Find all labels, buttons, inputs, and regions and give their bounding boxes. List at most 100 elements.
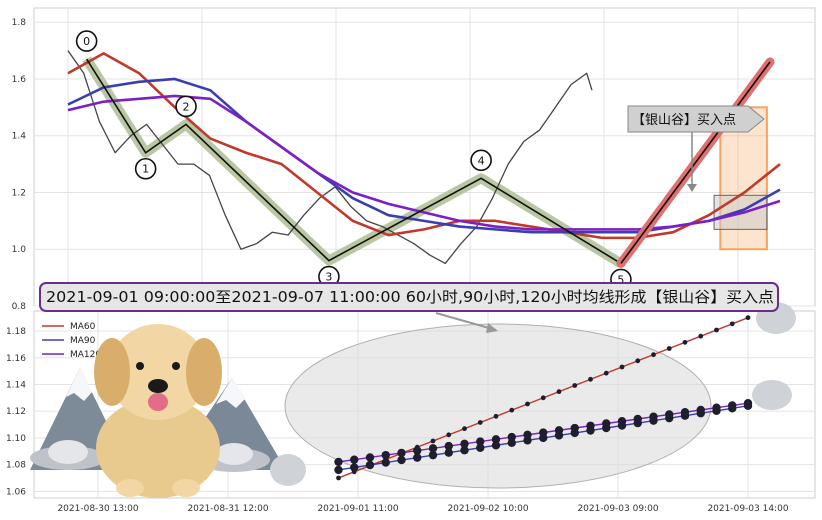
lower-series-point bbox=[462, 426, 467, 432]
wave-point-marker bbox=[175, 95, 197, 118]
uptrend-core bbox=[620, 61, 771, 264]
lower-y-tick-label: 1.16 bbox=[6, 354, 26, 364]
lower-y-tick-label: 1.06 bbox=[6, 487, 26, 497]
lower-series-point bbox=[539, 428, 548, 437]
lower-y-tick-label: 1.18 bbox=[6, 327, 26, 337]
uptrend-line bbox=[616, 57, 775, 268]
lower-series bbox=[334, 315, 753, 481]
lower-series-point bbox=[602, 419, 611, 428]
lower-series-point bbox=[682, 339, 688, 345]
upper-y-tick-label: 1.0 bbox=[12, 245, 27, 255]
wave-point-label: 4 bbox=[478, 154, 485, 167]
lower-series-point bbox=[540, 395, 546, 401]
upper-y-tick-label: 1.8 bbox=[12, 18, 27, 28]
lower-series-point bbox=[334, 465, 343, 475]
lower-y-tick-label: 1.10 bbox=[6, 434, 26, 444]
x-tick-label: 2021-08-30 13:00 bbox=[57, 504, 138, 514]
lower-series-point bbox=[696, 405, 705, 415]
banner: 2021-09-01 09:00:00至2021-09-07 11:00:00 … bbox=[39, 282, 779, 333]
lower-series-point bbox=[460, 439, 469, 449]
lower-series-point bbox=[460, 446, 469, 455]
buy-annotation: 【银山谷】买入点 bbox=[627, 105, 765, 192]
lower-series-point bbox=[603, 370, 609, 376]
upper-y-ticks: 0.8 1.0 1.2 1.4 1.6 1.8 bbox=[12, 18, 27, 312]
lower-series-point bbox=[586, 421, 595, 430]
lower-series-point bbox=[428, 444, 438, 453]
wave-point-marker bbox=[75, 30, 98, 52]
lower-series-point bbox=[666, 346, 672, 351]
buy-arrow-shape bbox=[627, 105, 765, 133]
lower-series-point bbox=[554, 426, 564, 435]
lower-chart: 1.06 1.08 1.10 1.12 1.14 1.16 1.18 2021-08-30 … bbox=[6, 302, 816, 514]
lower-series-point bbox=[743, 398, 753, 408]
upper-chart: 0.8 1.0 1.2 1.4 1.6 1.8 0 1 2 3 4 5 【银山谷】买入点 bbox=[12, 7, 816, 312]
upper-y-tick-label: 1.4 bbox=[12, 132, 27, 142]
lower-series-point bbox=[397, 455, 406, 465]
upper-series bbox=[67, 50, 781, 265]
wave-point-label: 3 bbox=[325, 271, 332, 284]
x-tick-label: 2021-09-03 14:00 bbox=[707, 504, 788, 514]
lower-series-point bbox=[381, 458, 390, 467]
x-tick-label: 2021-08-31 12:00 bbox=[187, 504, 268, 514]
lower-series-point bbox=[617, 417, 627, 426]
lower-y-ticks: 1.06 1.08 1.10 1.12 1.14 1.16 1.18 bbox=[6, 327, 26, 497]
wave-point-marker bbox=[134, 157, 157, 180]
banner-box bbox=[39, 282, 779, 312]
lower-series-point bbox=[509, 407, 515, 413]
lower-series-point bbox=[444, 441, 453, 451]
silver-ingot-icon bbox=[30, 302, 796, 486]
lower-series-point bbox=[381, 450, 390, 460]
lower-series-point bbox=[507, 438, 516, 448]
lower-series-point bbox=[523, 430, 532, 440]
lower-series-point bbox=[635, 358, 641, 364]
wave-point-label: 2 bbox=[183, 100, 190, 113]
lower-series-point bbox=[651, 352, 656, 358]
lower-series-point bbox=[525, 401, 530, 407]
x-tick-label: 2021-09-01 11:00 bbox=[317, 504, 398, 514]
buy-pointer-head bbox=[687, 184, 697, 192]
wave-point-marker bbox=[470, 149, 492, 172]
lower-series-point bbox=[745, 315, 751, 321]
lower-series-point bbox=[334, 457, 343, 467]
legend-label-ma60: MA60 bbox=[70, 322, 96, 332]
lower-series-point bbox=[572, 383, 578, 388]
lower-series-point bbox=[507, 432, 516, 442]
wave-labels: 0 1 2 3 4 5 bbox=[75, 30, 632, 291]
upper-y-tick-label: 1.2 bbox=[12, 188, 26, 198]
lower-series-point bbox=[428, 450, 438, 460]
lower-series-point bbox=[493, 413, 499, 419]
lower-series-point bbox=[619, 364, 625, 370]
x-tick-label: 2021-09-03 09:00 bbox=[577, 504, 658, 514]
lower-series-point bbox=[665, 410, 674, 419]
lower-series-point bbox=[350, 463, 359, 472]
lower-series-point bbox=[729, 321, 735, 327]
lower-series-point bbox=[588, 376, 593, 382]
banner-pointer-head bbox=[486, 323, 498, 333]
lower-series-point bbox=[413, 446, 422, 455]
lower-series-point bbox=[680, 408, 690, 417]
lower-series-point bbox=[477, 420, 483, 425]
legend: MA60 MA90 MA120 bbox=[42, 322, 101, 360]
lower-series-point bbox=[413, 453, 422, 462]
dog-illustration bbox=[94, 324, 222, 498]
series-ma60 bbox=[67, 52, 781, 240]
upper-y-tick-label: 0.8 bbox=[12, 302, 27, 312]
lower-y-tick-label: 1.08 bbox=[6, 461, 26, 471]
lower-series-point bbox=[714, 327, 719, 333]
lower-series-point bbox=[491, 441, 501, 450]
lower-series-point bbox=[446, 432, 452, 438]
wave-point-label: 5 bbox=[617, 273, 624, 286]
lower-series-point bbox=[336, 475, 341, 481]
lower-series-point bbox=[649, 412, 658, 421]
legend-label-ma120: MA120 bbox=[70, 350, 101, 360]
lower-series-point bbox=[397, 448, 406, 458]
x-tick-label: 2021-09-02 10:00 bbox=[447, 504, 528, 514]
lower-series-point bbox=[350, 455, 359, 464]
lower-series-point bbox=[698, 333, 704, 339]
lower-series-point bbox=[728, 401, 737, 410]
upper-y-tick-label: 1.6 bbox=[12, 75, 27, 85]
banner-text: 2021-09-01 09:00:00至2021-09-07 11:00:00 … bbox=[46, 288, 774, 306]
lower-y-tick-label: 1.12 bbox=[6, 407, 26, 417]
upper-chart-frame bbox=[33, 7, 816, 307]
